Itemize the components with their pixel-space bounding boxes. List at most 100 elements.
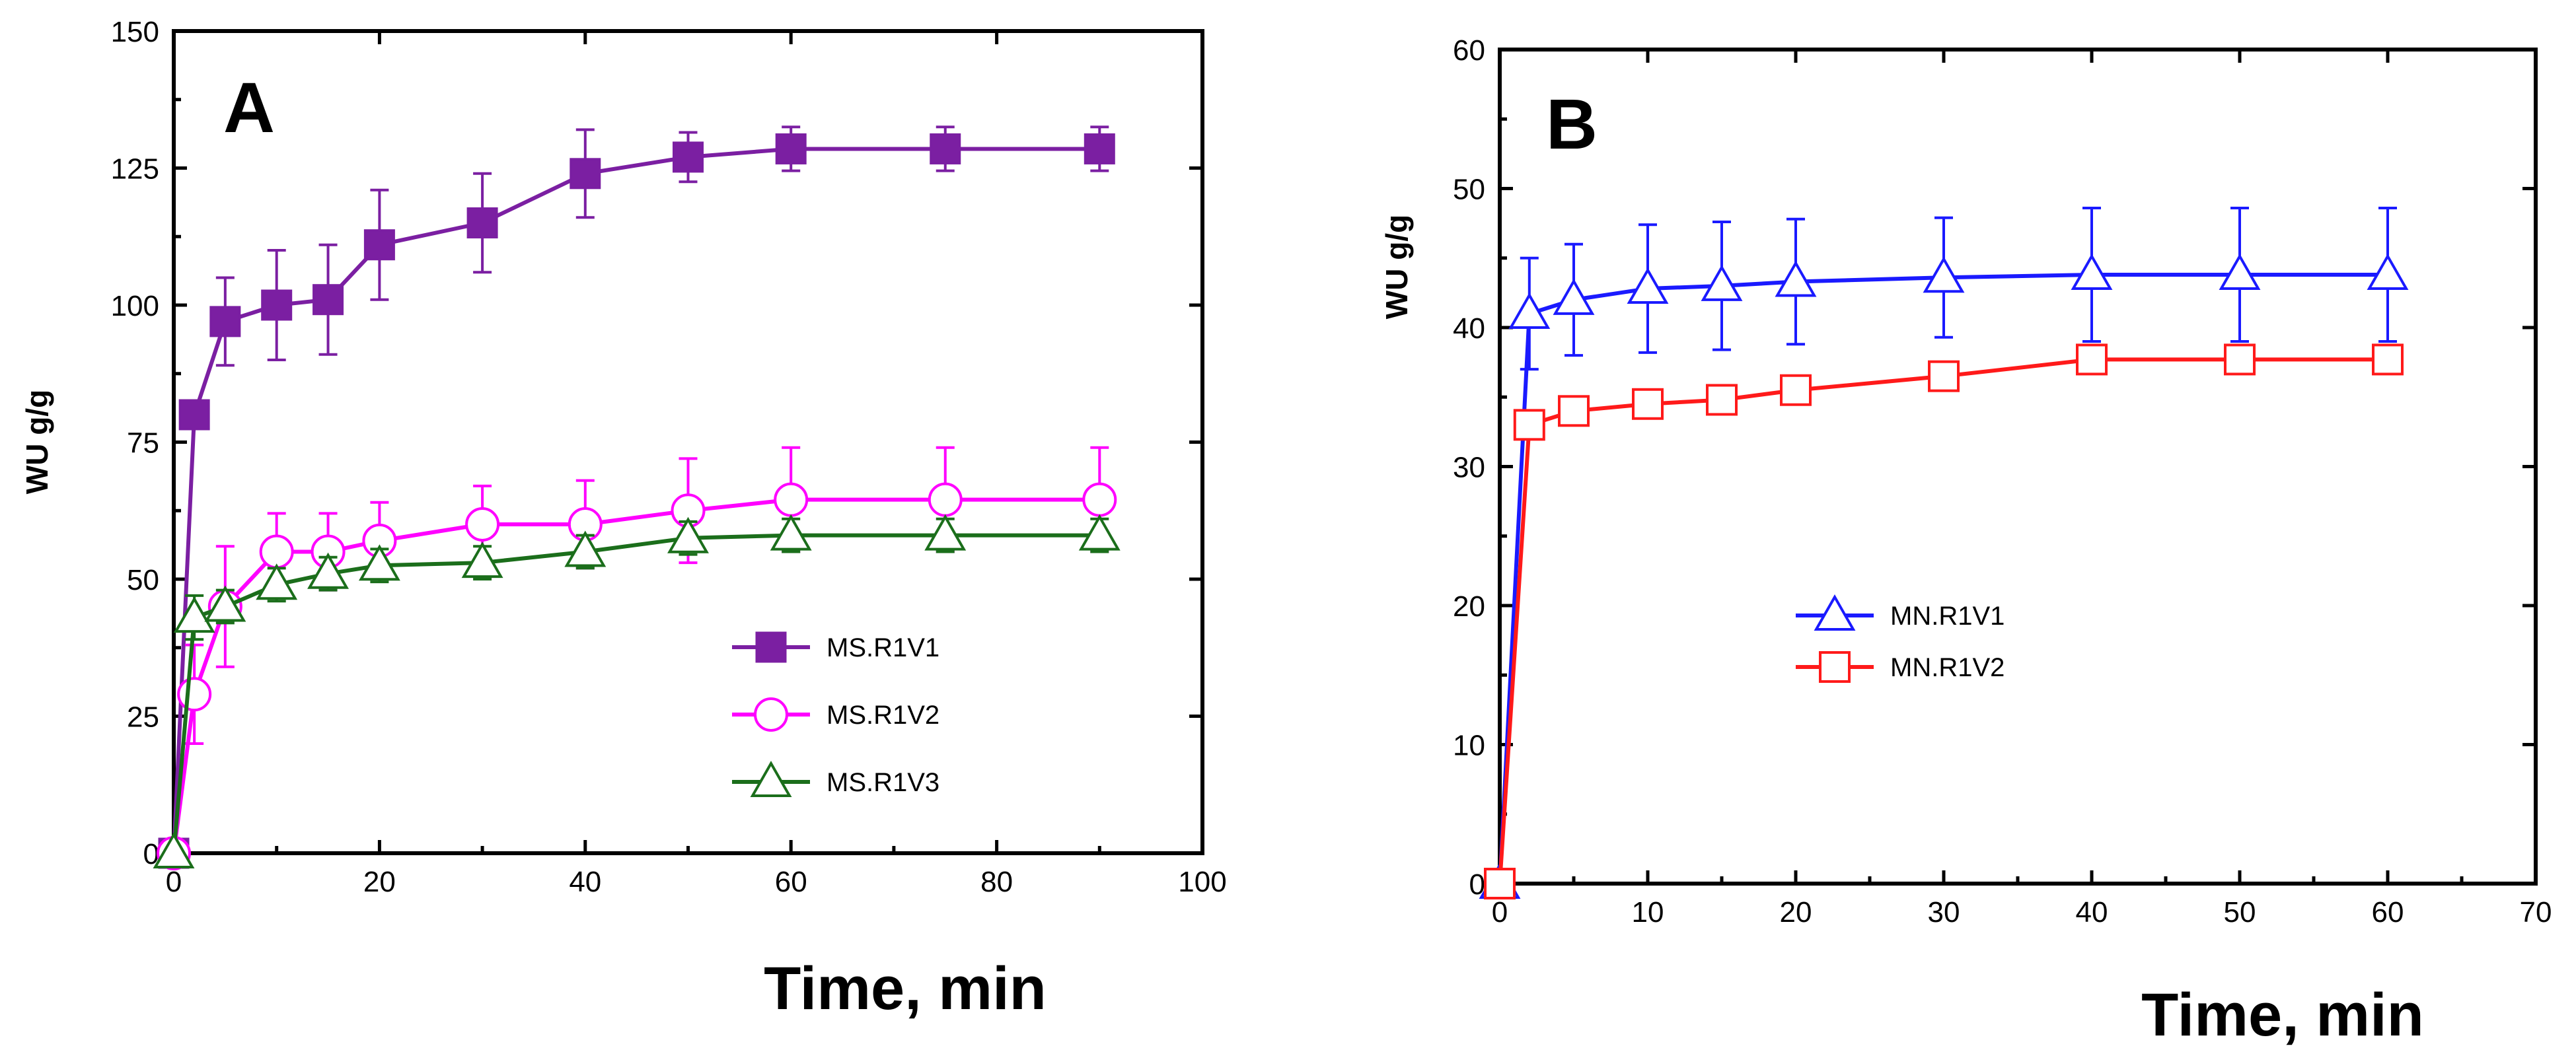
panel-a-data-point (465, 507, 500, 542)
panel-a-panel-letter: A (223, 67, 275, 147)
panel-b-x-axis-label: Time, min (2141, 981, 2424, 1049)
panel-b-data-point (1701, 264, 1743, 301)
panel-a-x-tick-label: 40 (569, 866, 601, 898)
panel-a-y-tick-label: 75 (127, 427, 159, 460)
panel-a-legend-marker (755, 631, 787, 663)
panel-a-data-point (774, 482, 809, 517)
panel-b-data-point (1775, 260, 1817, 297)
panel-a-data-point (209, 306, 241, 337)
panel-a-data-point (1084, 133, 1115, 164)
panel-b-data-point (1780, 374, 1812, 406)
panel-b-data-point (1513, 409, 1545, 441)
panel-b-x-tick-label: 60 (2372, 896, 2404, 929)
panel-b-legend-marker (1819, 651, 1851, 683)
panel-b-y-tick-label: 20 (1453, 590, 1485, 623)
panel-b-data-point (1923, 256, 1965, 293)
panel-a-data-point (178, 399, 210, 431)
panel-a-y-tick-label: 100 (111, 290, 159, 322)
panel-b-data-point (1928, 360, 1960, 392)
panel-b-y-tick-label: 60 (1453, 34, 1485, 67)
panel-b-data-point (1508, 292, 1551, 329)
panel-a-data-point (153, 831, 195, 868)
panel-b-data-point (2071, 253, 2113, 291)
panel-b-data-point (1632, 388, 1664, 420)
panel-b-data-point (2367, 253, 2409, 291)
panel-b-series-line (1498, 357, 2388, 884)
panel-a-data-point (259, 534, 294, 569)
panel-a-data-point (928, 482, 963, 517)
panel-a-data-point (570, 158, 601, 190)
panel-a-data-point (466, 207, 498, 238)
panel-a-data-point (770, 514, 812, 551)
panel-b-legend-label: MN.R1V1 (1890, 602, 2005, 631)
panel-a-x-tick-label: 60 (775, 866, 807, 898)
panel-a-data-point (173, 596, 215, 633)
panel-a-data-point (930, 133, 961, 164)
panel-a-x-tick-label: 100 (1178, 866, 1226, 898)
panel-a-legend-marker (754, 697, 788, 732)
panel-a-data-point (667, 516, 709, 553)
panel-a-x-tick-label: 0 (166, 866, 182, 898)
panel-b-x-tick-label: 30 (1928, 896, 1960, 929)
panel-a-x-axis-label: Time, min (764, 955, 1047, 1022)
panel-b-y-tick-label: 40 (1453, 312, 1485, 345)
panel-a-legend-entry: MS.R1V2 (732, 697, 939, 732)
panel-b-y-axis-label: WU g/g (1380, 215, 1414, 319)
panel-a-data-point (363, 229, 395, 261)
panel-a-data-point (564, 530, 607, 567)
panel-b-x-tick-label: 50 (2224, 896, 2256, 929)
panel-a-series-MS.R1V3 (153, 514, 1121, 868)
panel-a-data-point (924, 514, 967, 551)
panel-b-x-tick-label: 40 (2076, 896, 2108, 929)
panel-b-x-tick-label: 10 (1632, 896, 1664, 929)
panel-b-plot-frame (1498, 48, 2538, 886)
panel-a-data-point (461, 542, 503, 579)
panel-a-data-point (313, 284, 344, 316)
panel-a-series-MS.R1V2 (157, 446, 1117, 870)
panel-a-legend-label: MS.R1V2 (827, 701, 939, 730)
panel-a-x-tick-label: 80 (980, 866, 1013, 898)
panel-b-y-tick-label: 50 (1453, 174, 1485, 206)
panel-a-data-point (261, 289, 293, 321)
panel-a-y-tick-label: 125 (111, 153, 159, 186)
panel-b-legend-entry: MN.R1V1 (1796, 594, 2005, 631)
panel-b-y-tick-label: 30 (1453, 452, 1485, 484)
panel-a-y-tick-label: 50 (127, 564, 159, 596)
panel-b-legend-entry: MN.R1V2 (1796, 651, 2005, 683)
panel-b-x-tick-label: 70 (2520, 896, 2552, 929)
panel-a-data-point (177, 677, 212, 712)
panel-a-data-point (307, 552, 349, 589)
panel-b-series-line (1498, 273, 2388, 884)
panel-a-x-tick-label: 20 (363, 866, 396, 898)
panel-a-data-point (673, 141, 704, 173)
panel-a-legend-marker (750, 760, 792, 797)
panel-b-data-point (1706, 384, 1738, 416)
panel-a-data-point (1078, 514, 1121, 551)
panel-a-legend-label: MS.R1V1 (827, 633, 939, 662)
panel-b-y-tick-label: 10 (1453, 730, 1485, 762)
panel-b-data-point (1558, 395, 1590, 427)
panel-b-x-tick-label: 0 (1492, 896, 1508, 929)
panel-b-series-MN.R1V2 (1484, 343, 2404, 899)
panel-a-data-point (256, 563, 298, 600)
panel-a-y-axis-label: WU g/g (20, 390, 54, 494)
panel-a-series-MS.R1V1 (158, 125, 1115, 869)
panel-a-y-tick-label: 25 (127, 701, 159, 734)
panel-b-data-point (1627, 267, 1669, 304)
panel-a-legend-entry: MS.R1V1 (732, 631, 939, 663)
panel-a-data-point (775, 133, 807, 164)
panel-b-data-point (2219, 253, 2261, 291)
panel-b-x-tick-label: 20 (1780, 896, 1812, 929)
panel-b-data-point (1484, 868, 1516, 899)
panel-b-legend-label: MN.R1V2 (1890, 653, 2005, 682)
panel-b-data-point (2372, 343, 2404, 376)
panel-a-data-point (1082, 482, 1117, 517)
panel-b-series-MN.R1V1 (1479, 206, 2409, 899)
panel-b-data-point (2224, 343, 2256, 376)
panel-b-panel-letter: B (1546, 84, 1598, 164)
panel-a-y-tick-label: 150 (111, 16, 159, 48)
panel-b-data-point (2076, 343, 2108, 376)
